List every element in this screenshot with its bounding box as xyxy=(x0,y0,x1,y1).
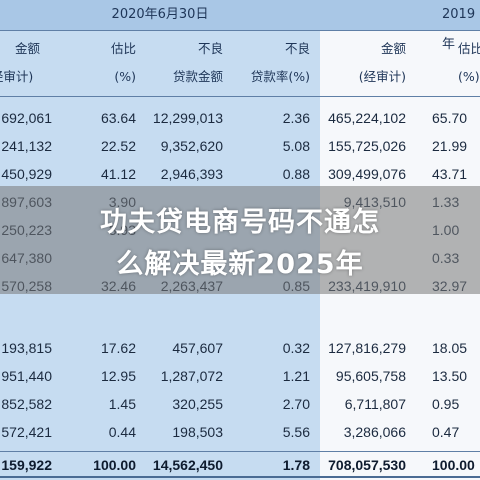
cell-amount: 572,421 xyxy=(1,424,52,440)
overlay-text-line1: 功夫贷电商号码不通怎 xyxy=(100,207,380,238)
cell-npl-amount: 2,946,393 xyxy=(160,166,223,182)
column-header-divider xyxy=(0,96,480,97)
col-share-title: 估比 xyxy=(110,41,136,56)
cell-npl-amount: 9,352,620 xyxy=(160,138,223,154)
cell-amount: 692,061 xyxy=(1,110,52,126)
cell-share: 12.95 xyxy=(100,368,136,384)
col-npl-amount-subtitle: 贷款金额 xyxy=(172,69,223,84)
total-npl-ratio: 1.78 xyxy=(282,457,310,473)
cell-prior-share: 65.70 xyxy=(432,110,468,126)
col-npl-amount-title: 不良 xyxy=(197,41,223,56)
cell-share: 1.45 xyxy=(108,396,136,412)
total-share: 100.00 xyxy=(93,457,136,473)
cell-npl-ratio: 2.70 xyxy=(282,396,310,412)
col-amount-title: 金额 xyxy=(14,41,40,56)
col-prior-amount-title: 金额 xyxy=(380,41,406,56)
cell-share: 22.52 xyxy=(100,138,136,154)
cell-npl-amount: 12,299,013 xyxy=(152,110,223,126)
cell-npl-ratio: 0.88 xyxy=(282,166,310,182)
col-prior-share-subtitle: (%) xyxy=(458,69,480,84)
col-amount-subtitle: (经审计) xyxy=(0,69,34,84)
cell-prior-amount: 95,605,758 xyxy=(335,368,406,384)
cell-amount: 241,132 xyxy=(1,138,52,154)
cell-amount: 852,582 xyxy=(1,396,52,412)
cell-npl-ratio: 1.21 xyxy=(282,368,310,384)
cell-share: 63.64 xyxy=(100,110,136,126)
cell-prior-share: 21.99 xyxy=(432,138,468,154)
cell-prior-amount: 6,711,807 xyxy=(344,396,406,412)
cell-amount: 951,440 xyxy=(1,368,52,384)
cell-prior-share: 0.95 xyxy=(432,396,460,412)
cell-share: 41.12 xyxy=(100,166,136,182)
cell-prior-amount: 155,725,026 xyxy=(328,138,406,154)
cell-npl-amount: 1,287,072 xyxy=(160,368,223,384)
cell-npl-amount: 320,255 xyxy=(172,396,223,412)
watermark-overlay: 功夫贷电商号码不通怎 么解决最新2025年 xyxy=(0,186,480,294)
period-header-prior: 2019年 xyxy=(320,0,480,52)
col-prior-share-title: 估比 xyxy=(458,41,480,56)
header-divider xyxy=(0,30,480,31)
col-share-subtitle: (%) xyxy=(114,69,136,84)
total-npl-amount: 14,562,450 xyxy=(152,457,223,473)
cell-prior-share: 0.47 xyxy=(432,424,460,440)
total-prior-share: 100.00 xyxy=(432,457,475,473)
cell-prior-amount: 309,499,076 xyxy=(328,166,406,182)
cell-share: 17.62 xyxy=(100,340,136,356)
cell-prior-amount: 127,816,279 xyxy=(328,340,406,356)
total-divider xyxy=(0,451,480,452)
cell-prior-share: 18.05 xyxy=(432,340,468,356)
cell-npl-ratio: 0.32 xyxy=(282,340,310,356)
overlay-text-line2: 么解决最新2025年 xyxy=(116,249,364,280)
cell-npl-ratio: 5.08 xyxy=(282,138,310,154)
col-prior-amount-subtitle: (经审计) xyxy=(358,69,406,84)
total-prior-amount: 708,057,530 xyxy=(328,457,406,473)
cell-prior-share: 13.50 xyxy=(432,368,468,384)
total-amount: 159,922 xyxy=(1,457,52,473)
col-npl-ratio-title: 不良 xyxy=(284,41,310,56)
cell-amount: 450,929 xyxy=(1,166,52,182)
period-header-current: 2020年6月30日 xyxy=(0,0,320,30)
cell-share: 0.44 xyxy=(108,424,136,440)
cell-npl-ratio: 5.56 xyxy=(282,424,310,440)
col-npl-ratio-subtitle: 贷款率(%) xyxy=(250,69,310,84)
cell-prior-share: 43.71 xyxy=(432,166,468,182)
cell-npl-amount: 457,607 xyxy=(172,340,223,356)
cell-npl-ratio: 2.36 xyxy=(282,110,310,126)
cell-npl-amount: 198,503 xyxy=(172,424,223,440)
table-bottom-rule xyxy=(0,476,480,478)
cell-amount: 193,815 xyxy=(1,340,52,356)
cell-prior-amount: 3,286,066 xyxy=(343,424,406,440)
cell-prior-amount: 465,224,102 xyxy=(328,110,406,126)
